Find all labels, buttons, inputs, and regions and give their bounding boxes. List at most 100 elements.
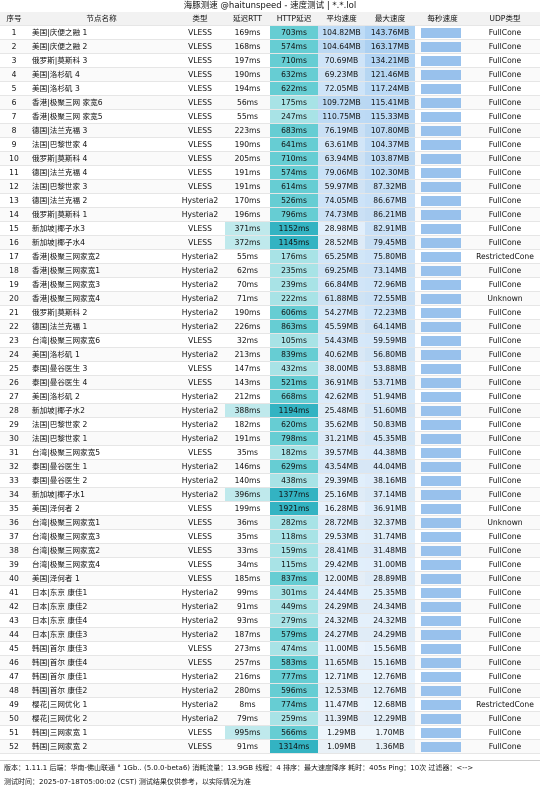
http-latency: 629ms: [270, 459, 318, 474]
udp-type: FullCone: [470, 375, 540, 390]
udp-type: FullCone: [470, 39, 540, 54]
column-header: UDP类型: [470, 12, 540, 26]
speed-graph: [415, 221, 470, 236]
column-header: 节点名称: [28, 12, 175, 26]
http-latency: 1152ms: [270, 221, 318, 236]
node-name: 台湾|极聚三网家宽3: [28, 529, 175, 544]
http-latency: 222ms: [270, 291, 318, 306]
node-name: 泰国|曼谷医生 2: [28, 473, 175, 488]
speed-graph: [415, 347, 470, 362]
http-latency: 837ms: [270, 571, 318, 586]
avg-speed: 35.62MB: [318, 417, 365, 432]
avg-speed: 59.97MB: [318, 179, 365, 194]
avg-speed: 40.62MB: [318, 347, 365, 362]
udp-type: FullCone: [470, 347, 540, 362]
speed-graph-bar: [421, 364, 461, 374]
rtt: 257ms: [225, 655, 270, 670]
protocol: Hysteria2: [175, 319, 225, 334]
udp-type: FullCone: [470, 473, 540, 488]
table-row: 50 樱花|三网优化 2 Hysteria2 79ms 259ms 11.39MB 12.2…: [0, 711, 540, 726]
speed-graph-bar: [421, 112, 461, 122]
speed-graph-bar: [421, 126, 461, 136]
protocol: VLESS: [175, 151, 225, 166]
http-latency: 863ms: [270, 319, 318, 334]
max-speed: 82.91MB: [365, 221, 415, 236]
udp-type: FullCone: [470, 53, 540, 68]
max-speed: 36.91MB: [365, 501, 415, 516]
speed-graph: [415, 319, 470, 334]
max-speed: 15.16MB: [365, 655, 415, 670]
max-speed: 73.14MB: [365, 263, 415, 278]
http-latency: 683ms: [270, 123, 318, 138]
speed-graph-bar: [421, 714, 461, 724]
udp-type: FullCone: [470, 403, 540, 418]
speed-graph: [415, 361, 470, 376]
index: 2: [0, 39, 28, 54]
http-latency: 235ms: [270, 263, 318, 278]
speed-graph-bar: [421, 588, 461, 598]
speed-graph: [415, 375, 470, 390]
table-row: 46 韩国|首尔 康佳4 VLESS 257ms 583ms 11.65MB 15.16MB…: [0, 655, 540, 670]
speed-graph: [415, 305, 470, 320]
table-row: 47 韩国|首尔 康佳1 Hysteria2 216ms 777ms 12.71MB 12.…: [0, 669, 540, 684]
node-name: 韩国|三网家宽 2: [28, 739, 175, 754]
max-speed: 12.76MB: [365, 669, 415, 684]
table-row: 13 德国|法兰克福 2 Hysteria2 170ms 526ms 74.05MB 86.…: [0, 193, 540, 208]
rtt: 36ms: [225, 515, 270, 530]
index: 27: [0, 389, 28, 404]
table-row: 25 泰国|曼谷医生 3 VLESS 147ms 432ms 38.00MB 53.88MB…: [0, 361, 540, 376]
table-row: 52 韩国|三网家宽 2 VLESS 91ms 1314ms 1.09MB 1.36MB Fu…: [0, 739, 540, 754]
max-speed: 117.24MB: [365, 81, 415, 96]
table-row: 48 韩国|首尔 康佳2 Hysteria2 280ms 596ms 12.53MB 12.…: [0, 683, 540, 698]
http-latency: 632ms: [270, 67, 318, 82]
max-speed: 32.37MB: [365, 515, 415, 530]
index: 8: [0, 123, 28, 138]
speed-graph-bar: [421, 420, 461, 430]
udp-type: FullCone: [470, 333, 540, 348]
node-name: 美国|泽何者 1: [28, 571, 175, 586]
node-name: 美国|庆便之融 1: [28, 25, 175, 40]
udp-type: FullCone: [470, 711, 540, 726]
node-name: 日本|东京 康佳4: [28, 613, 175, 628]
speed-graph-bar: [421, 560, 461, 570]
table-row: 19 香港|极聚三网家宽3 Hysteria2 70ms 239ms 66.84MB 72.…: [0, 277, 540, 292]
avg-speed: 24.44MB: [318, 585, 365, 600]
column-header: 每秒速度: [415, 12, 470, 26]
protocol: VLESS: [175, 333, 225, 348]
speed-graph-bar: [421, 140, 461, 150]
speed-graph-bar: [421, 574, 461, 584]
rtt: 190ms: [225, 305, 270, 320]
speed-graph-bar: [421, 378, 461, 388]
table-row: 5 美国|洛杉矶 3 VLESS 194ms 622ms 72.05MB 117.24MB F…: [0, 81, 540, 96]
rtt: 8ms: [225, 697, 270, 712]
avg-speed: 69.25MB: [318, 263, 365, 278]
rtt: 213ms: [225, 347, 270, 362]
speed-graph: [415, 585, 470, 600]
avg-speed: 29.53MB: [318, 529, 365, 544]
max-speed: 121.46MB: [365, 67, 415, 82]
node-name: 香港|极聚三网家宽2: [28, 249, 175, 264]
avg-speed: 74.73MB: [318, 207, 365, 222]
udp-type: FullCone: [470, 557, 540, 572]
http-latency: 703ms: [270, 25, 318, 40]
speed-graph: [415, 193, 470, 208]
http-latency: 1921ms: [270, 501, 318, 516]
rtt: 182ms: [225, 417, 270, 432]
protocol: Hysteria2: [175, 599, 225, 614]
speed-graph: [415, 501, 470, 516]
rtt: 197ms: [225, 53, 270, 68]
avg-speed: 12.53MB: [318, 683, 365, 698]
table-row: 37 台湾|极聚三网家宽3 VLESS 35ms 118ms 29.53MB 31.74MB…: [0, 529, 540, 544]
max-speed: 28.89MB: [365, 571, 415, 586]
avg-speed: 76.19MB: [318, 123, 365, 138]
node-name: 法国|巴黎世家 3: [28, 179, 175, 194]
speed-graph: [415, 571, 470, 586]
udp-type: FullCone: [470, 81, 540, 96]
rtt: 170ms: [225, 193, 270, 208]
node-name: 台湾|极聚三网家宽4: [28, 557, 175, 572]
avg-speed: 28.98MB: [318, 221, 365, 236]
rtt: 55ms: [225, 109, 270, 124]
avg-speed: 61.88MB: [318, 291, 365, 306]
node-name: 樱花|三网优化 2: [28, 711, 175, 726]
index: 12: [0, 179, 28, 194]
